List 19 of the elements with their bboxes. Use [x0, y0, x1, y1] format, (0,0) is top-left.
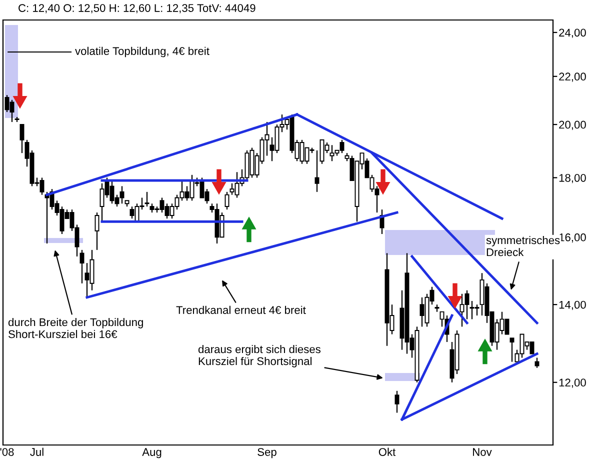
x-tick-label: Jul	[30, 448, 44, 456]
x-tick-label: Okt	[378, 448, 396, 456]
x-tick-label: Sep	[258, 448, 276, 458]
y-tick-label: 18,00	[559, 174, 586, 184]
y-tick-label: 24,00	[559, 28, 586, 38]
x-tick-label: Nov	[473, 448, 492, 456]
annotation: durch Breite der Topbildung Short-Kursziel bei 16€	[8, 318, 143, 338]
annotation: Trendkanal erneut 4€ breit	[176, 306, 306, 314]
annotation: daraus ergibt sich dieses Kursziel für Shortsignal	[198, 345, 321, 368]
annotation: volatile Topbildung, 4€ breit	[75, 46, 210, 58]
chart-title: C: 12,40 O: 12,50 H: 12,60 L: 12,35 TotV: 44049	[18, 4, 256, 14]
annotation: symmetrisches Dreieck	[486, 236, 560, 256]
y-tick-label: 20,00	[559, 120, 586, 130]
x-tick-label: '08	[0, 448, 14, 456]
y-tick-label: 16,00	[559, 233, 586, 243]
x-tick-label: Aug	[142, 448, 162, 458]
y-tick-label: 14,00	[559, 300, 586, 310]
y-tick-label: 12,00	[559, 378, 586, 388]
y-tick-label: 22,00	[559, 72, 586, 82]
